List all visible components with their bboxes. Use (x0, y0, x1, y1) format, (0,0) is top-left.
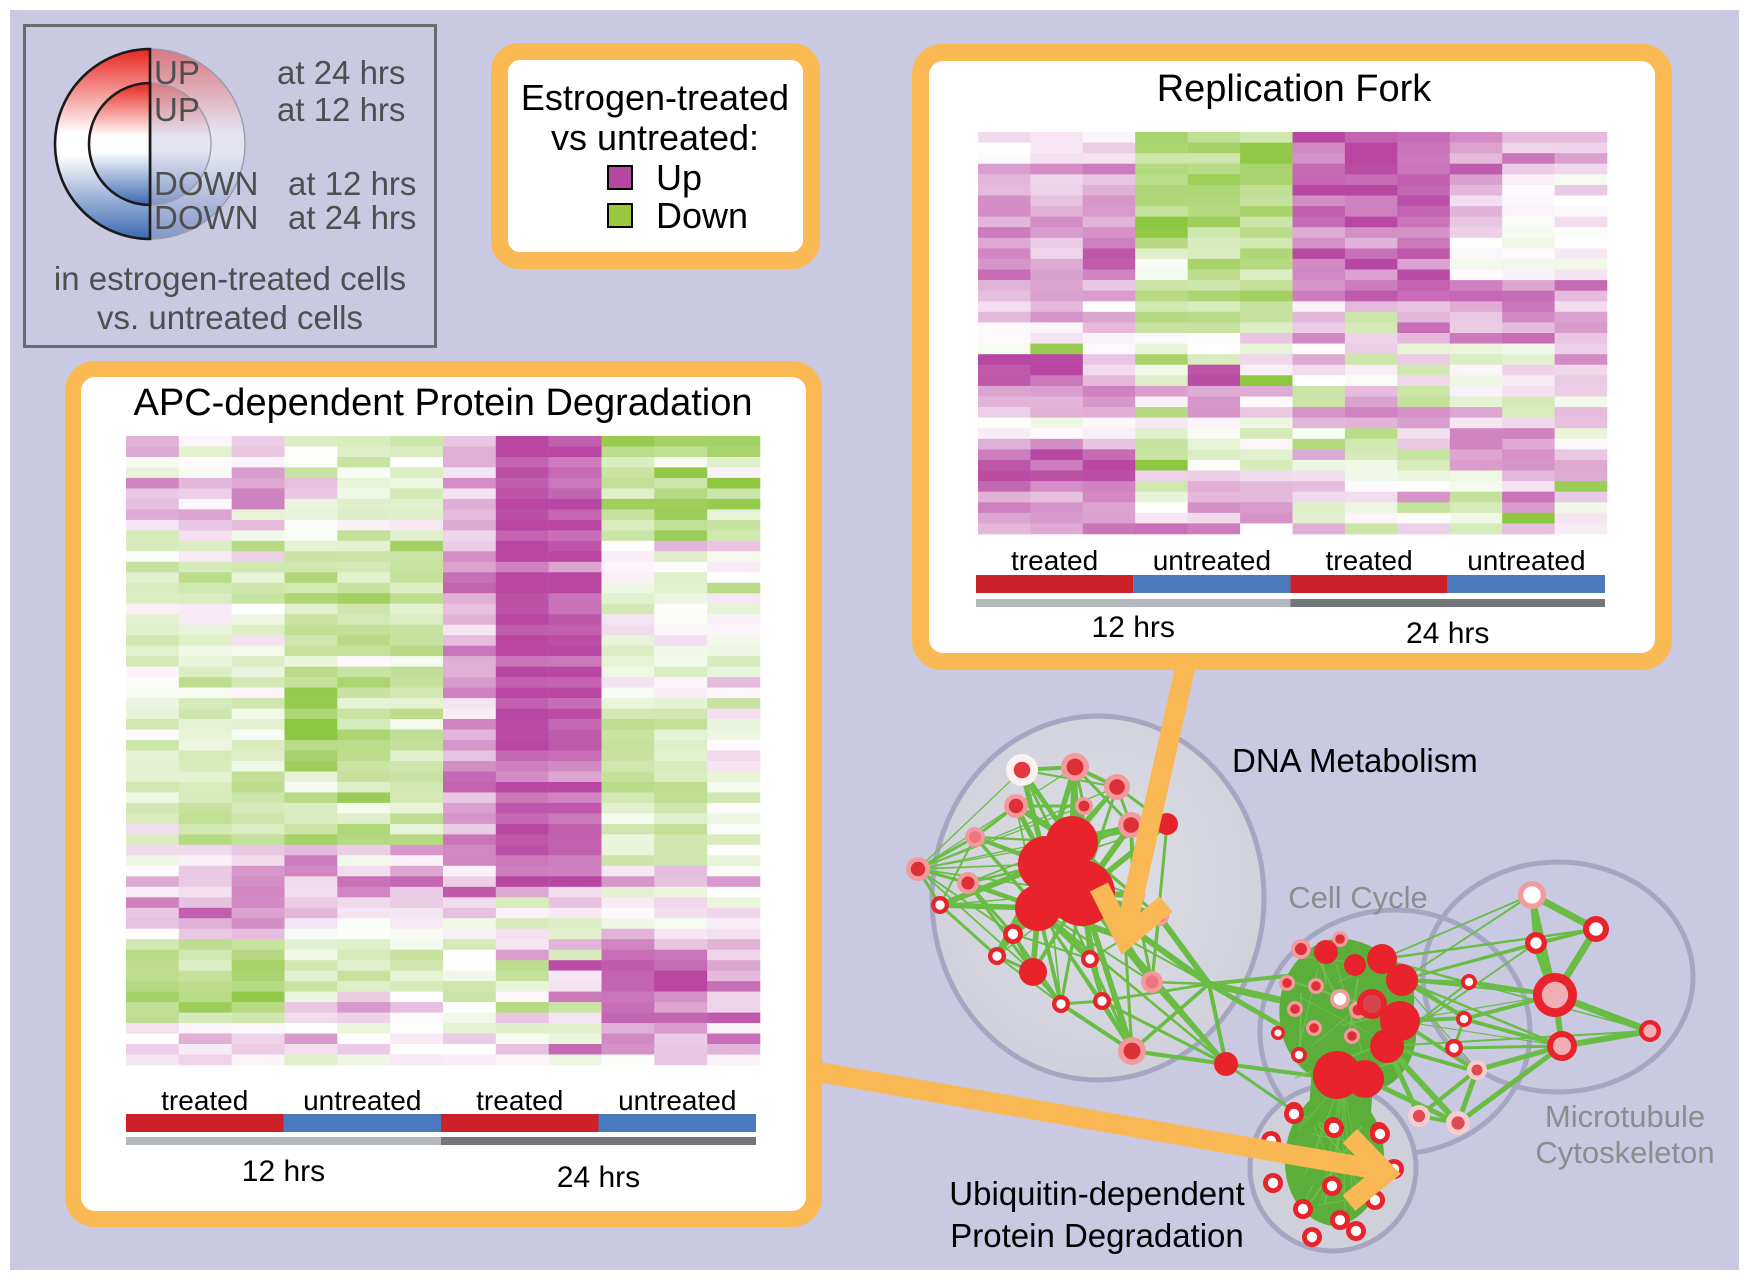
svg-text:untreated: untreated (1467, 545, 1585, 576)
svg-text:treated: treated (1011, 545, 1098, 576)
svg-text:DOWN: DOWN (154, 199, 258, 236)
svg-text:12 hrs: 12 hrs (242, 1155, 325, 1188)
svg-text:at 12 hrs: at 12 hrs (288, 165, 416, 202)
svg-text:at 24 hrs: at 24 hrs (288, 199, 416, 236)
svg-text:at 24 hrs: at 24 hrs (277, 54, 405, 91)
svg-text:untreated: untreated (1153, 545, 1271, 576)
svg-text:vs. untreated cells: vs. untreated cells (97, 299, 363, 336)
svg-text:12 hrs: 12 hrs (1092, 611, 1175, 644)
svg-text:untreated: untreated (618, 1085, 736, 1116)
svg-text:Estrogen-treated: Estrogen-treated (521, 77, 789, 118)
svg-text:Ubiquitin-dependent: Ubiquitin-dependent (949, 1175, 1244, 1212)
svg-text:vs untreated:: vs untreated: (551, 117, 759, 158)
svg-text:Cytoskeleton: Cytoskeleton (1535, 1135, 1714, 1170)
svg-text:Replication Fork: Replication Fork (1157, 68, 1433, 110)
svg-text:24 hrs: 24 hrs (557, 1161, 640, 1194)
svg-text:treated: treated (161, 1085, 248, 1116)
svg-text:24 hrs: 24 hrs (1406, 617, 1489, 650)
svg-text:treated: treated (476, 1085, 563, 1116)
svg-text:in estrogen-treated cells: in estrogen-treated cells (54, 260, 406, 297)
svg-text:Protein Degradation: Protein Degradation (950, 1217, 1244, 1254)
svg-text:DOWN: DOWN (154, 165, 258, 202)
svg-text:Microtubule: Microtubule (1545, 1099, 1705, 1134)
svg-text:DNA Metabolism: DNA Metabolism (1232, 742, 1478, 779)
svg-text:APC-dependent Protein Degradat: APC-dependent Protein Degradation (134, 382, 753, 424)
svg-text:UP: UP (154, 91, 200, 128)
svg-text:at 12 hrs: at 12 hrs (277, 91, 405, 128)
svg-text:treated: treated (1326, 545, 1413, 576)
svg-text:Cell Cycle: Cell Cycle (1288, 880, 1428, 915)
svg-text:Up: Up (656, 157, 702, 198)
svg-text:untreated: untreated (303, 1085, 421, 1116)
svg-text:Down: Down (656, 195, 748, 236)
svg-text:UP: UP (154, 54, 200, 91)
